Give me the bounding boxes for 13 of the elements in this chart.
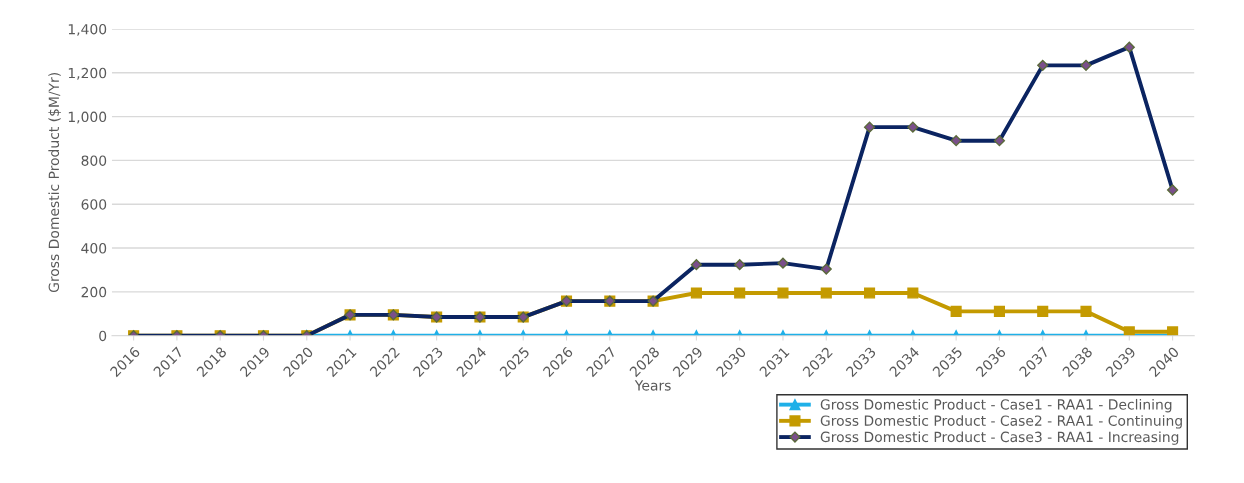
y-tick-label: 400 (81, 243, 107, 254)
legend-label: Gross Domestic Product - Case2 - RAA1 - Continuing (820, 415, 1182, 429)
y-tick-label: 1,400 (68, 23, 107, 36)
y-axis-title: Gross Domestic Product ($M/Yr) (48, 72, 61, 293)
y-tick-label: 1,200 (68, 67, 107, 80)
legend-label: Gross Domestic Product - Case1 - RAA1 - Declining (820, 398, 1172, 413)
legend-label: Gross Domestic Product - Case3 - RAA1 - Increasing (820, 431, 1179, 445)
y-tick-label: 200 (81, 286, 107, 298)
y-tick-label: 600 (81, 199, 107, 210)
y-tick-label: 800 (81, 155, 107, 166)
y-tick-label: 1,000 (68, 111, 107, 124)
y-tick-label: 0 (99, 330, 107, 342)
x-axis-title: Years (634, 380, 671, 391)
